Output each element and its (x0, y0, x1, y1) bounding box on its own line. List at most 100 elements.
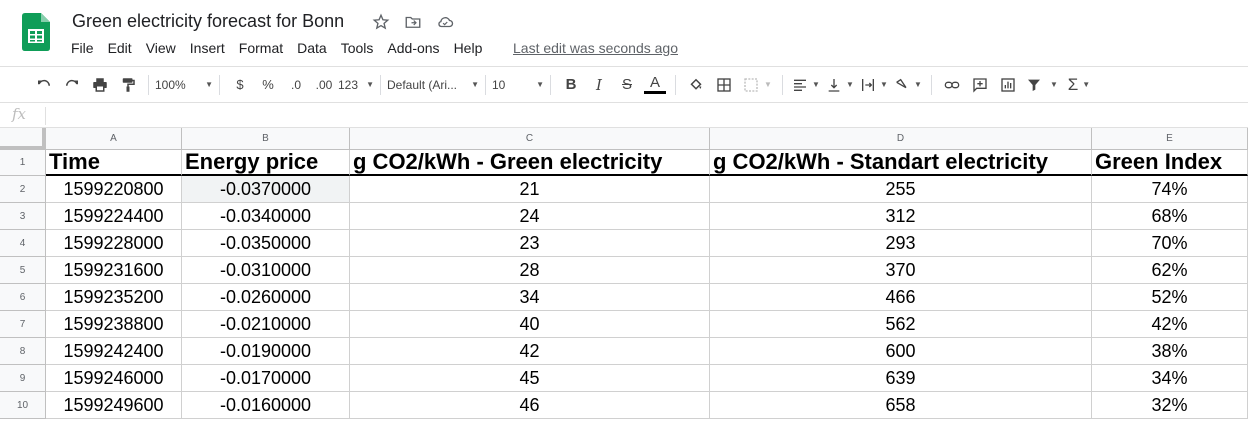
row-header-6[interactable]: 6 (0, 284, 46, 311)
table-cell[interactable]: 42 (350, 338, 710, 365)
table-cell[interactable]: 23 (350, 230, 710, 257)
table-cell[interactable]: -0.0260000 (182, 284, 350, 311)
table-cell[interactable]: 1599228000 (46, 230, 182, 257)
currency-format-button[interactable]: $ (236, 77, 244, 92)
table-cell[interactable]: 28 (350, 257, 710, 284)
font-size-select[interactable]: 10 ▼ (492, 73, 544, 97)
table-cell[interactable]: 34% (1092, 365, 1248, 392)
table-cell[interactable]: 1599238800 (46, 311, 182, 338)
table-cell[interactable]: 46 (350, 392, 710, 419)
sheets-logo-icon[interactable] (22, 13, 50, 51)
insert-comment-icon[interactable] (966, 73, 994, 97)
table-cell[interactable]: 45 (350, 365, 710, 392)
row-header-10[interactable]: 10 (0, 392, 46, 419)
table-cell[interactable]: 562 (710, 311, 1092, 338)
column-title-cell[interactable]: g CO2/kWh - Standart electricity (710, 150, 1092, 176)
column-header-d[interactable]: D (710, 128, 1092, 150)
table-cell[interactable]: 1599246000 (46, 365, 182, 392)
table-cell[interactable]: 370 (710, 257, 1092, 284)
menu-view[interactable]: View (145, 40, 176, 56)
table-cell[interactable]: 40 (350, 311, 710, 338)
column-header-a[interactable]: A (46, 128, 182, 150)
menu-format[interactable]: Format (238, 40, 284, 56)
row-header-5[interactable]: 5 (0, 257, 46, 284)
table-cell[interactable]: 32% (1092, 392, 1248, 419)
more-formats-select[interactable]: 123 ▼ (338, 73, 374, 97)
table-cell[interactable]: -0.0160000 (182, 392, 350, 419)
print-icon[interactable] (86, 73, 114, 97)
column-title-cell[interactable]: Green Index (1092, 150, 1248, 176)
menu-edit[interactable]: Edit (107, 40, 132, 56)
decrease-decimal-button[interactable]: .0 (290, 77, 301, 92)
table-cell[interactable]: 293 (710, 230, 1092, 257)
table-cell[interactable]: 62% (1092, 257, 1248, 284)
merge-cells-icon[interactable]: ▼ (738, 73, 776, 97)
row-header-2[interactable]: 2 (0, 176, 46, 203)
horizontal-align-icon[interactable]: ▼ (789, 73, 823, 97)
menu-help[interactable]: Help (453, 40, 483, 56)
table-cell[interactable]: 1599249600 (46, 392, 182, 419)
star-icon[interactable] (370, 12, 392, 32)
increase-decimal-button[interactable]: .00 (315, 77, 333, 92)
vertical-align-icon[interactable]: ▼ (823, 73, 857, 97)
select-all-corner[interactable] (0, 128, 46, 150)
row-header-9[interactable]: 9 (0, 365, 46, 392)
table-cell[interactable]: 1599231600 (46, 257, 182, 284)
table-cell[interactable]: 52% (1092, 284, 1248, 311)
row-header-1[interactable]: 1 (0, 150, 46, 176)
fill-color-icon[interactable] (682, 73, 710, 97)
table-cell[interactable]: 24 (350, 203, 710, 230)
table-cell[interactable]: 1599220800 (46, 176, 182, 203)
table-cell[interactable]: -0.0350000 (182, 230, 350, 257)
table-cell[interactable]: 42% (1092, 311, 1248, 338)
menu-file[interactable]: File (71, 40, 94, 56)
table-cell[interactable]: 68% (1092, 203, 1248, 230)
column-header-e[interactable]: E (1092, 128, 1248, 150)
row-header-8[interactable]: 8 (0, 338, 46, 365)
table-cell[interactable]: 21 (350, 176, 710, 203)
move-to-folder-icon[interactable] (402, 12, 424, 32)
zoom-select[interactable]: 100% ▼ (155, 73, 213, 97)
table-cell[interactable]: -0.0370000 (182, 176, 350, 203)
redo-icon[interactable] (58, 73, 86, 97)
last-edit-link[interactable]: Last edit was seconds ago (513, 40, 678, 56)
table-cell[interactable]: 34 (350, 284, 710, 311)
table-cell[interactable]: -0.0310000 (182, 257, 350, 284)
menu-tools[interactable]: Tools (340, 40, 374, 56)
table-cell[interactable]: -0.0340000 (182, 203, 350, 230)
table-cell[interactable]: 466 (710, 284, 1092, 311)
table-cell[interactable]: -0.0170000 (182, 365, 350, 392)
undo-icon[interactable] (30, 73, 58, 97)
column-header-c[interactable]: C (350, 128, 710, 150)
table-cell[interactable]: 658 (710, 392, 1092, 419)
formula-bar[interactable]: fx (0, 102, 1248, 128)
column-header-b[interactable]: B (182, 128, 350, 150)
cloud-status-icon[interactable] (434, 12, 456, 32)
table-cell[interactable]: 1599235200 (46, 284, 182, 311)
insert-link-icon[interactable] (938, 73, 966, 97)
menu-addons[interactable]: Add-ons (387, 40, 440, 56)
table-cell[interactable]: 38% (1092, 338, 1248, 365)
bold-button[interactable]: B (565, 76, 577, 93)
percent-format-button[interactable]: % (262, 77, 274, 92)
table-cell[interactable]: 312 (710, 203, 1092, 230)
text-rotation-icon[interactable]: ▼ (891, 73, 925, 97)
italic-button[interactable]: I (596, 75, 602, 94)
paint-format-icon[interactable] (114, 73, 142, 97)
table-cell[interactable]: 255 (710, 176, 1092, 203)
text-color-button[interactable]: A (641, 73, 669, 97)
document-title[interactable]: Green electricity forecast for Bonn (72, 11, 345, 31)
table-cell[interactable]: -0.0210000 (182, 311, 350, 338)
borders-icon[interactable] (710, 73, 738, 97)
table-cell[interactable]: 74% (1092, 176, 1248, 203)
menu-insert[interactable]: Insert (189, 40, 225, 56)
table-cell[interactable]: 1599242400 (46, 338, 182, 365)
table-cell[interactable]: 600 (710, 338, 1092, 365)
functions-icon[interactable]: Σ ▼ (1067, 74, 1091, 94)
strikethrough-button[interactable]: S (621, 76, 632, 93)
filter-icon[interactable]: ▼ (1022, 73, 1062, 97)
table-cell[interactable]: 639 (710, 365, 1092, 392)
text-wrapping-icon[interactable]: ▼ (857, 73, 891, 97)
row-header-3[interactable]: 3 (0, 203, 46, 230)
insert-chart-icon[interactable] (994, 73, 1022, 97)
